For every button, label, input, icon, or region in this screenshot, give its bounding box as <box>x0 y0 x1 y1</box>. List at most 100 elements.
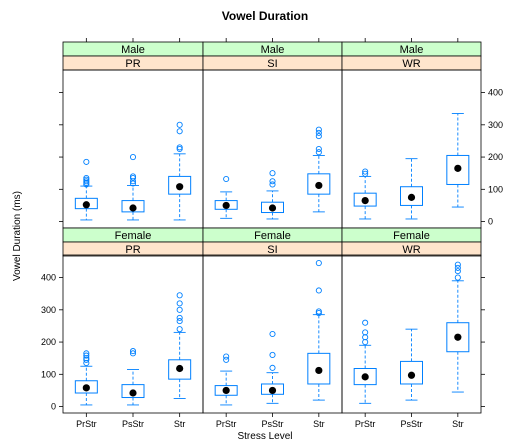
y-tick-label: 100 <box>488 184 503 194</box>
strip-condition-label: PR <box>125 58 140 70</box>
box-iqr <box>214 385 238 396</box>
strip-condition <box>341 241 482 257</box>
y-tick-label: 0 <box>51 402 56 412</box>
box-str <box>168 121 192 221</box>
median-dot <box>222 386 230 395</box>
y-tick-label: 100 <box>41 369 56 379</box>
box-iqr <box>261 383 284 395</box>
box-iqr <box>121 200 145 213</box>
box-prstr <box>353 319 377 404</box>
outlier-point <box>83 176 90 183</box>
outlier-point <box>83 174 90 182</box>
outlier-point <box>454 261 461 268</box>
box-iqr <box>261 201 284 214</box>
box-str <box>307 260 331 401</box>
x-tick-label: PrStr <box>76 419 97 429</box>
strip-condition-label: WR <box>402 244 420 256</box>
median-dot <box>407 371 416 379</box>
outlier-point <box>83 350 90 357</box>
box-iqr <box>121 384 145 399</box>
strip-sex-label: Female <box>393 230 430 242</box>
box-iqr <box>400 186 423 206</box>
box-prstr <box>214 353 238 406</box>
box-str <box>446 261 470 393</box>
outlier-point <box>315 309 322 317</box>
box-iqr <box>74 197 98 210</box>
outlier-point <box>176 292 183 299</box>
panel-female-wr: Female WR PrStr PsStr Str <box>341 227 485 429</box>
outlier-point <box>269 364 276 371</box>
median-dot <box>222 201 230 210</box>
panel-male-wr: Male WR 0 100 200 300 400 <box>341 38 503 229</box>
box-iqr <box>353 192 377 207</box>
box-iqr <box>353 368 377 386</box>
box-iqr <box>307 352 331 385</box>
outlier-point <box>315 260 322 267</box>
y-tick-label: 400 <box>41 273 56 283</box>
outlier-point <box>176 128 183 135</box>
x-tick-label: Str <box>313 419 325 429</box>
median-dot <box>315 366 323 375</box>
box-psstr <box>261 170 284 220</box>
box-iqr <box>400 360 423 385</box>
y-tick-label: 300 <box>488 120 503 130</box>
strip-condition-label: PR <box>125 244 140 256</box>
panel-frame <box>341 69 482 229</box>
outlier-point <box>129 154 137 161</box>
median-dot <box>129 204 137 212</box>
median-dot <box>176 364 184 373</box>
outlier-point <box>362 329 369 336</box>
x-tick-label: PsStr <box>122 419 144 429</box>
outlier-point <box>315 145 322 153</box>
median-dot <box>315 181 323 190</box>
median-dot <box>176 183 184 191</box>
y-tick-label: 0 <box>488 217 493 227</box>
y-tick-label: 400 <box>488 88 503 98</box>
box-psstr <box>121 154 145 221</box>
outlier-point <box>176 318 183 325</box>
median-dot <box>361 373 369 381</box>
y-tick-label: 200 <box>41 337 56 347</box>
outlier-point <box>129 174 137 182</box>
x-tick-label: PsStr <box>261 419 283 429</box>
outlier-point <box>269 181 276 188</box>
outlier-point <box>315 133 322 140</box>
outlier-point <box>454 268 461 275</box>
box-iqr <box>168 175 192 195</box>
outlier-point <box>269 351 276 359</box>
outlier-point <box>223 175 230 183</box>
outlier-point <box>83 356 90 363</box>
outlier-point <box>223 353 230 360</box>
outlier-point <box>269 330 276 338</box>
strip-sex-label: Female <box>254 230 291 242</box>
box-prstr <box>353 168 377 220</box>
median-dot <box>361 196 369 205</box>
outlier-point <box>362 319 369 326</box>
median-dot <box>268 386 277 395</box>
outlier-point <box>315 149 322 156</box>
outlier-point <box>454 264 461 271</box>
outlier-point <box>129 348 137 355</box>
outlier-point <box>176 121 183 128</box>
outlier-point <box>83 352 90 359</box>
x-tick-label: PrStr <box>355 419 376 429</box>
y-axis-label: Vowel Duration (ms) <box>12 191 23 281</box>
outlier-point <box>223 356 230 363</box>
panel-male-pr: Male PR <box>59 38 204 229</box>
x-tick-label: Str <box>174 419 186 429</box>
box-iqr <box>446 154 470 185</box>
outlier-point <box>269 178 276 185</box>
box-psstr <box>121 348 145 406</box>
box-prstr <box>214 175 238 219</box>
outlier-point <box>315 126 322 133</box>
outlier-point <box>129 350 137 357</box>
outlier-point <box>83 178 90 185</box>
x-tick-label: PrStr <box>216 419 237 429</box>
box-psstr <box>400 328 423 401</box>
outlier-point <box>176 144 183 151</box>
box-iqr <box>307 173 331 195</box>
strip-sex-label: Male <box>261 44 285 56</box>
strip-condition-label: WR <box>402 58 420 70</box>
box-prstr <box>74 350 98 406</box>
x-tick-label: Str <box>452 419 464 429</box>
